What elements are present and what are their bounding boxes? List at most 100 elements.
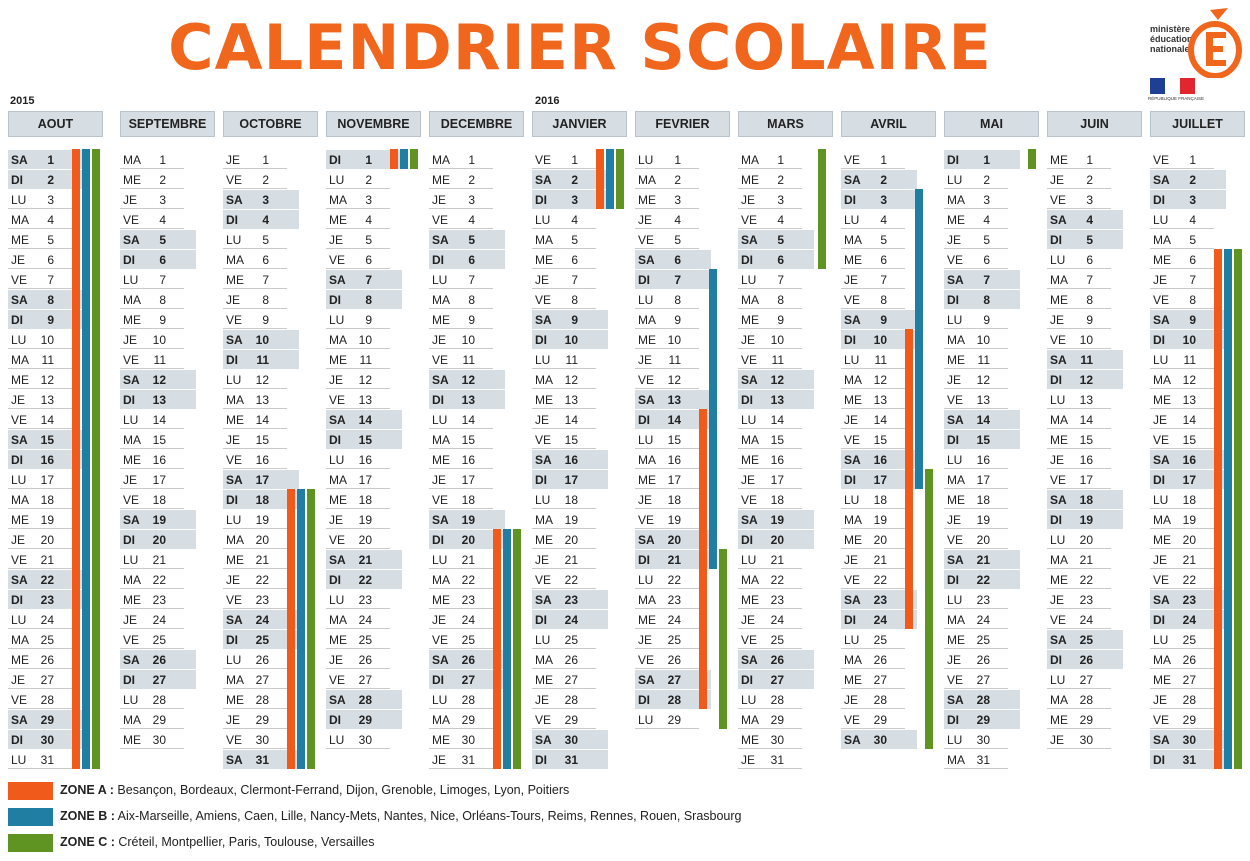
day-number: 17	[667, 473, 681, 487]
weekday-label: ME	[1050, 153, 1068, 167]
day-row: DI 20	[120, 530, 196, 549]
day-row: VE 21	[8, 550, 72, 569]
day-number: 20	[873, 533, 887, 547]
day-number: 28	[976, 693, 990, 707]
weekday-label: LU	[329, 453, 345, 467]
day-row: DI 18	[223, 490, 299, 509]
weekday-label: VE	[638, 373, 655, 387]
day-number: 12	[873, 373, 887, 387]
weekday-label: ME	[432, 173, 450, 187]
weekday-label: VE	[1050, 333, 1067, 347]
day-number: 18	[255, 493, 269, 507]
month-column: SEPTEMBRE MA 1 ME 2 JE 3 VE 4 SA 5 DI 6 LU 7 MA 8 ME 9 JE 10…	[120, 111, 215, 750]
weekday-label: LU	[638, 293, 654, 307]
day-row: JE 21	[532, 550, 596, 569]
day-row: DI 26	[1047, 650, 1123, 669]
weekday-label: MA	[1153, 373, 1171, 387]
day-row: DI 31	[1150, 750, 1226, 769]
weekday-label: LU	[226, 233, 242, 247]
holiday-bar-zone-a	[905, 329, 913, 629]
weekday-label: ME	[123, 173, 141, 187]
legend-academies: Besançon, Bordeaux, Clermont-Ferrand, Di…	[113, 783, 570, 797]
weekday-label: VE	[535, 153, 552, 167]
day-row: MA 29	[429, 710, 493, 729]
day-number: 5	[571, 233, 578, 247]
day-number: 24	[1079, 613, 1093, 627]
day-number: 17	[976, 473, 990, 487]
weekday-label: LU	[11, 753, 27, 767]
day-number: 22	[564, 573, 578, 587]
day-number: 4	[159, 213, 166, 227]
day-row: DI 27	[120, 670, 196, 689]
day-row: ME 20	[841, 530, 905, 549]
weekday-label: VE	[844, 433, 861, 447]
day-number: 22	[461, 573, 475, 587]
day-number: 17	[152, 473, 166, 487]
weekday-label: LU	[329, 733, 345, 747]
weekday-label: MA	[535, 373, 553, 387]
day-number: 6	[777, 253, 784, 267]
month-header: MAI	[944, 111, 1039, 137]
day-row: SA 1	[8, 150, 84, 169]
day-row: LU 11	[1150, 350, 1214, 369]
holiday-bar-zone-c	[925, 469, 933, 749]
day-row: VE 30	[223, 730, 287, 749]
day-row: DI 17	[1150, 470, 1226, 489]
day-number: 3	[880, 193, 887, 207]
day-number: 15	[1182, 433, 1196, 447]
weekday-label: LU	[947, 453, 963, 467]
holiday-bar-zone-c	[616, 149, 624, 209]
weekday-label: MA	[123, 153, 141, 167]
weekday-label: VE	[123, 213, 140, 227]
weekday-label: MA	[638, 313, 656, 327]
weekday-label: DI	[947, 433, 959, 447]
holiday-bar-zone-b	[915, 189, 923, 489]
day-number: 4	[674, 213, 681, 227]
day-row: VE 22	[532, 570, 596, 589]
weekday-label: DI	[535, 613, 547, 627]
day-row: MA 24	[944, 610, 1008, 629]
weekday-label: ME	[638, 193, 656, 207]
weekday-label: MA	[741, 713, 759, 727]
weekday-label: ME	[432, 733, 450, 747]
weekday-label: SA	[11, 153, 28, 167]
day-row: VE 11	[738, 350, 802, 369]
day-row: VE 16	[223, 450, 287, 469]
day-number: 26	[40, 653, 54, 667]
month-days: LU 1 MA 2 ME 3 JE 4 VE 5 SA 6 DI 7 LU 8 MA 9 ME 10 JE 11 VE 12 S…	[635, 150, 730, 729]
day-number: 19	[770, 513, 784, 527]
weekday-label: LU	[1153, 633, 1169, 647]
day-row: MA 11	[8, 350, 72, 369]
day-row: ME 30	[738, 730, 802, 749]
day-row: JE 16	[1047, 450, 1111, 469]
weekday-label: ME	[329, 353, 347, 367]
day-number: 2	[1086, 173, 1093, 187]
day-row: VE 4	[738, 210, 802, 229]
day-row: ME 28	[223, 690, 287, 709]
day-number: 8	[47, 293, 54, 307]
weekday-label: SA	[329, 693, 346, 707]
day-row: LU 6	[1047, 250, 1111, 269]
weekday-label: MA	[329, 333, 347, 347]
weekday-label: ME	[226, 693, 244, 707]
weekday-label: ME	[741, 733, 759, 747]
weekday-label: SA	[432, 373, 449, 387]
day-row: VE 15	[841, 430, 905, 449]
day-row: DI 15	[326, 430, 402, 449]
holiday-bar-zone-b	[82, 149, 90, 769]
day-number: 12	[152, 373, 166, 387]
holiday-bar-zone-c	[818, 149, 826, 269]
weekday-label: DI	[226, 633, 238, 647]
day-row: JE 5	[944, 230, 1008, 249]
day-number: 12	[976, 373, 990, 387]
day-number: 16	[1079, 453, 1093, 467]
day-row: JE 4	[635, 210, 699, 229]
day-number: 25	[358, 633, 372, 647]
day-number: 8	[777, 293, 784, 307]
weekday-label: VE	[741, 633, 758, 647]
month-header: NOVEMBRE	[326, 111, 421, 137]
weekday-label: VE	[741, 353, 758, 367]
weekday-label: VE	[329, 533, 346, 547]
day-number: 19	[461, 513, 475, 527]
day-number: 16	[255, 453, 269, 467]
